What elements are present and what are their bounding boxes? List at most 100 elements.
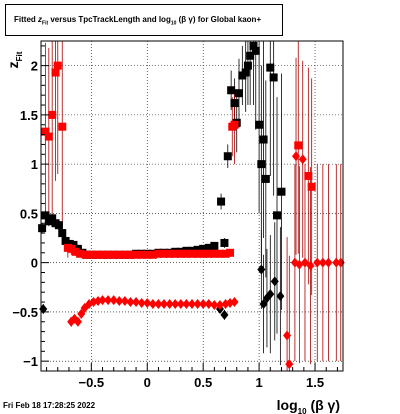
black-square-marker — [249, 41, 258, 50]
grid-lines — [41, 41, 343, 371]
black-diamond-marker — [270, 276, 279, 287]
red-diamond-marker — [171, 299, 180, 310]
red-diamond-marker — [77, 308, 86, 319]
black-square-marker — [241, 68, 250, 77]
black-diamond-marker — [220, 309, 229, 320]
black-square-marker — [54, 221, 63, 230]
red-square-marker — [143, 250, 152, 259]
red-square-marker — [199, 249, 208, 258]
red-square-marker — [115, 250, 124, 259]
black-square-marker — [259, 135, 268, 144]
y-tick-label: 1.5 — [20, 108, 38, 123]
red-square-marker — [92, 250, 101, 259]
x-tick-label: 1.5 — [306, 375, 324, 390]
y-tick-label: −1 — [23, 354, 38, 369]
red-square-marker — [204, 249, 213, 258]
red-square-marker — [307, 182, 316, 191]
red-diamond-marker — [324, 257, 333, 268]
y-tick-label: 2 — [31, 59, 38, 74]
red-diamond-marker — [115, 296, 124, 307]
axis-ticks: −0.5 0 0.5 1 1.5 −1 −0.5 0 0.5 1 1.5 2 — [12, 45, 338, 390]
red-square-marker — [126, 250, 135, 259]
red-square-marker — [210, 249, 219, 258]
black-square-marker — [234, 89, 243, 98]
red-diamond-marker — [298, 154, 307, 165]
black-square-marker — [269, 73, 278, 82]
red-square-marker — [148, 250, 157, 259]
black-square-marker — [277, 187, 286, 196]
black-square-marker — [257, 160, 266, 169]
red-square-marker — [53, 61, 62, 70]
black-square-marker — [246, 51, 255, 60]
red-diamond-marker — [215, 300, 224, 310]
x-axis-label: log10 (β γ) — [277, 397, 340, 414]
red-square-marker — [109, 250, 118, 259]
red-square-marker — [41, 127, 50, 136]
y-tick-label: 1 — [31, 157, 38, 172]
red-diamond-marker — [104, 295, 113, 306]
red-square-marker — [226, 248, 235, 257]
title-paren: (β γ) — [178, 15, 196, 24]
black-square-marker — [230, 99, 239, 108]
red-square-marker — [304, 171, 313, 180]
red-diamond-marker — [160, 299, 169, 310]
red-diamond-marker — [182, 299, 191, 310]
red-square-marker — [58, 122, 67, 131]
red-square-marker — [294, 141, 303, 150]
black-square-marker — [251, 46, 260, 55]
plot-frame — [40, 40, 344, 372]
title-middle: versus TpcTrackLength and log — [50, 15, 171, 24]
black-square-marker — [255, 120, 264, 129]
black-diamond-marker — [266, 289, 275, 300]
red-diamond-marker — [126, 297, 135, 308]
red-diamond-marker — [132, 297, 141, 308]
black-square-marker — [266, 63, 275, 72]
y-axis-label: zFit — [5, 51, 24, 68]
red-square-marker — [44, 132, 53, 141]
black-square-marker — [210, 241, 219, 250]
red-square-marker — [221, 249, 230, 258]
red-square-marker — [104, 250, 113, 259]
black-square-marker — [199, 244, 208, 253]
x-tick-label: 1 — [255, 375, 262, 390]
title-prefix: Fitted — [14, 15, 36, 24]
red-diamond-marker — [336, 257, 345, 268]
chart-title: Fitted zFit versus TpcTrackLength and lo… — [14, 15, 261, 27]
red-diamond-marker — [283, 330, 292, 341]
red-square-marker — [230, 120, 239, 129]
red-square-marker — [171, 249, 180, 258]
red-diamond-marker — [98, 295, 107, 306]
red-square-marker — [67, 244, 76, 253]
red-square-marker — [76, 249, 85, 258]
red-diamond-marker — [188, 299, 196, 310]
red-diamond-marker — [204, 299, 213, 310]
black-square-marker — [204, 243, 213, 252]
black-square-marker — [243, 61, 252, 70]
x-tick-label: 0.5 — [194, 375, 212, 390]
black-square-marker — [227, 86, 236, 95]
title-var: z — [38, 15, 43, 24]
black-square-marker — [223, 152, 232, 161]
red-diamond-marker — [295, 259, 304, 270]
red-diamond-marker — [210, 300, 219, 310]
red-diamond-marker — [73, 316, 82, 327]
red-square-marker — [137, 250, 146, 259]
red-square-marker — [182, 249, 191, 258]
timestamp: Fri Feb 18 17:28:25 2022 — [3, 401, 96, 410]
red-diamond-marker — [306, 260, 315, 271]
red-square-marker — [154, 249, 163, 258]
black-diamond-marker — [39, 303, 48, 314]
title-box: Fitted zFit versus TpcTrackLength and lo… — [5, 4, 283, 36]
red-square-marker — [51, 68, 60, 77]
error-bars — [41, 41, 342, 371]
red-diamond-marker — [143, 298, 152, 309]
black-square-marker — [48, 214, 57, 223]
data-markers — [38, 41, 345, 370]
black-square-marker — [273, 211, 282, 220]
red-square-marker — [165, 249, 174, 258]
red-square-marker — [193, 249, 202, 258]
black-diamond-marker — [259, 299, 268, 310]
y-tick-label: 0 — [31, 256, 38, 271]
black-square-marker — [41, 211, 50, 220]
